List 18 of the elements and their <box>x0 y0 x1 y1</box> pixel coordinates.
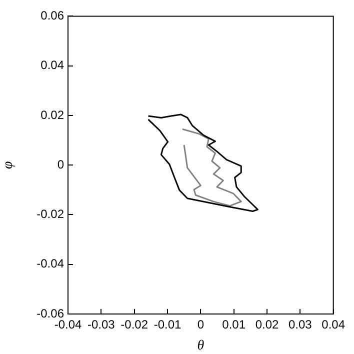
y-tick-label: -0.02 <box>36 207 64 222</box>
y-axis-title: φ <box>1 160 16 169</box>
x-tick-label: 0.02 <box>255 318 279 332</box>
y-tick-label: 0.04 <box>40 58 64 72</box>
x-tick-label: -0.03 <box>87 318 116 332</box>
x-tick-label: 0 <box>197 318 204 332</box>
y-tick-label: -0.06 <box>36 306 64 320</box>
x-axis-title: θ <box>197 338 204 354</box>
x-tick-label: 0.01 <box>222 318 246 332</box>
y-tick-label: -0.04 <box>36 256 64 271</box>
x-tick-label: -0.02 <box>120 318 148 332</box>
y-tick-label: 0 <box>57 157 64 172</box>
y-tick-label: 0.02 <box>40 108 64 122</box>
x-tick-label: 0.04 <box>322 318 346 332</box>
y-tick-label: 0.06 <box>40 8 64 23</box>
x-tick-label: -0.01 <box>154 318 182 332</box>
x-tick-label: -0.04 <box>54 318 82 332</box>
x-tick-label: 0.03 <box>288 318 312 332</box>
